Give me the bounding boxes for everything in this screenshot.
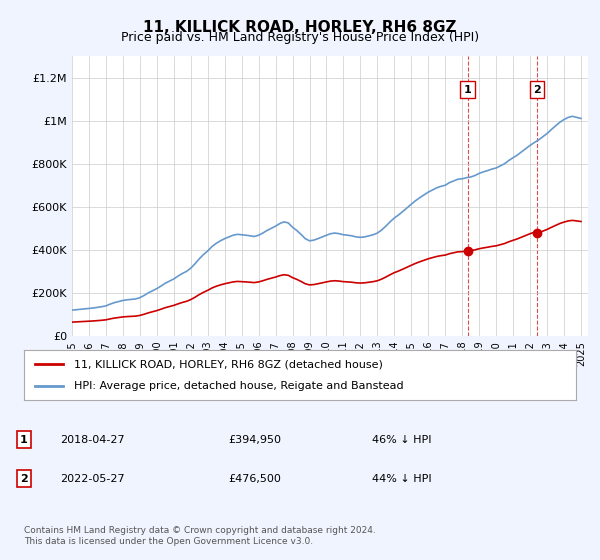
Text: 11, KILLICK ROAD, HORLEY, RH6 8GZ: 11, KILLICK ROAD, HORLEY, RH6 8GZ	[143, 20, 457, 35]
Text: 2022-05-27: 2022-05-27	[60, 474, 125, 484]
Text: 2: 2	[533, 85, 541, 95]
Text: 11, KILLICK ROAD, HORLEY, RH6 8GZ (detached house): 11, KILLICK ROAD, HORLEY, RH6 8GZ (detac…	[74, 359, 383, 369]
Text: HPI: Average price, detached house, Reigate and Banstead: HPI: Average price, detached house, Reig…	[74, 381, 403, 391]
Text: 46% ↓ HPI: 46% ↓ HPI	[372, 435, 431, 445]
Text: 2018-04-27: 2018-04-27	[60, 435, 125, 445]
Text: 1: 1	[464, 85, 472, 95]
Text: 1: 1	[20, 435, 28, 445]
Text: £476,500: £476,500	[228, 474, 281, 484]
Text: 44% ↓ HPI: 44% ↓ HPI	[372, 474, 431, 484]
Text: Contains HM Land Registry data © Crown copyright and database right 2024.
This d: Contains HM Land Registry data © Crown c…	[24, 526, 376, 546]
Text: Price paid vs. HM Land Registry's House Price Index (HPI): Price paid vs. HM Land Registry's House …	[121, 31, 479, 44]
Text: 2: 2	[20, 474, 28, 484]
Text: £394,950: £394,950	[228, 435, 281, 445]
